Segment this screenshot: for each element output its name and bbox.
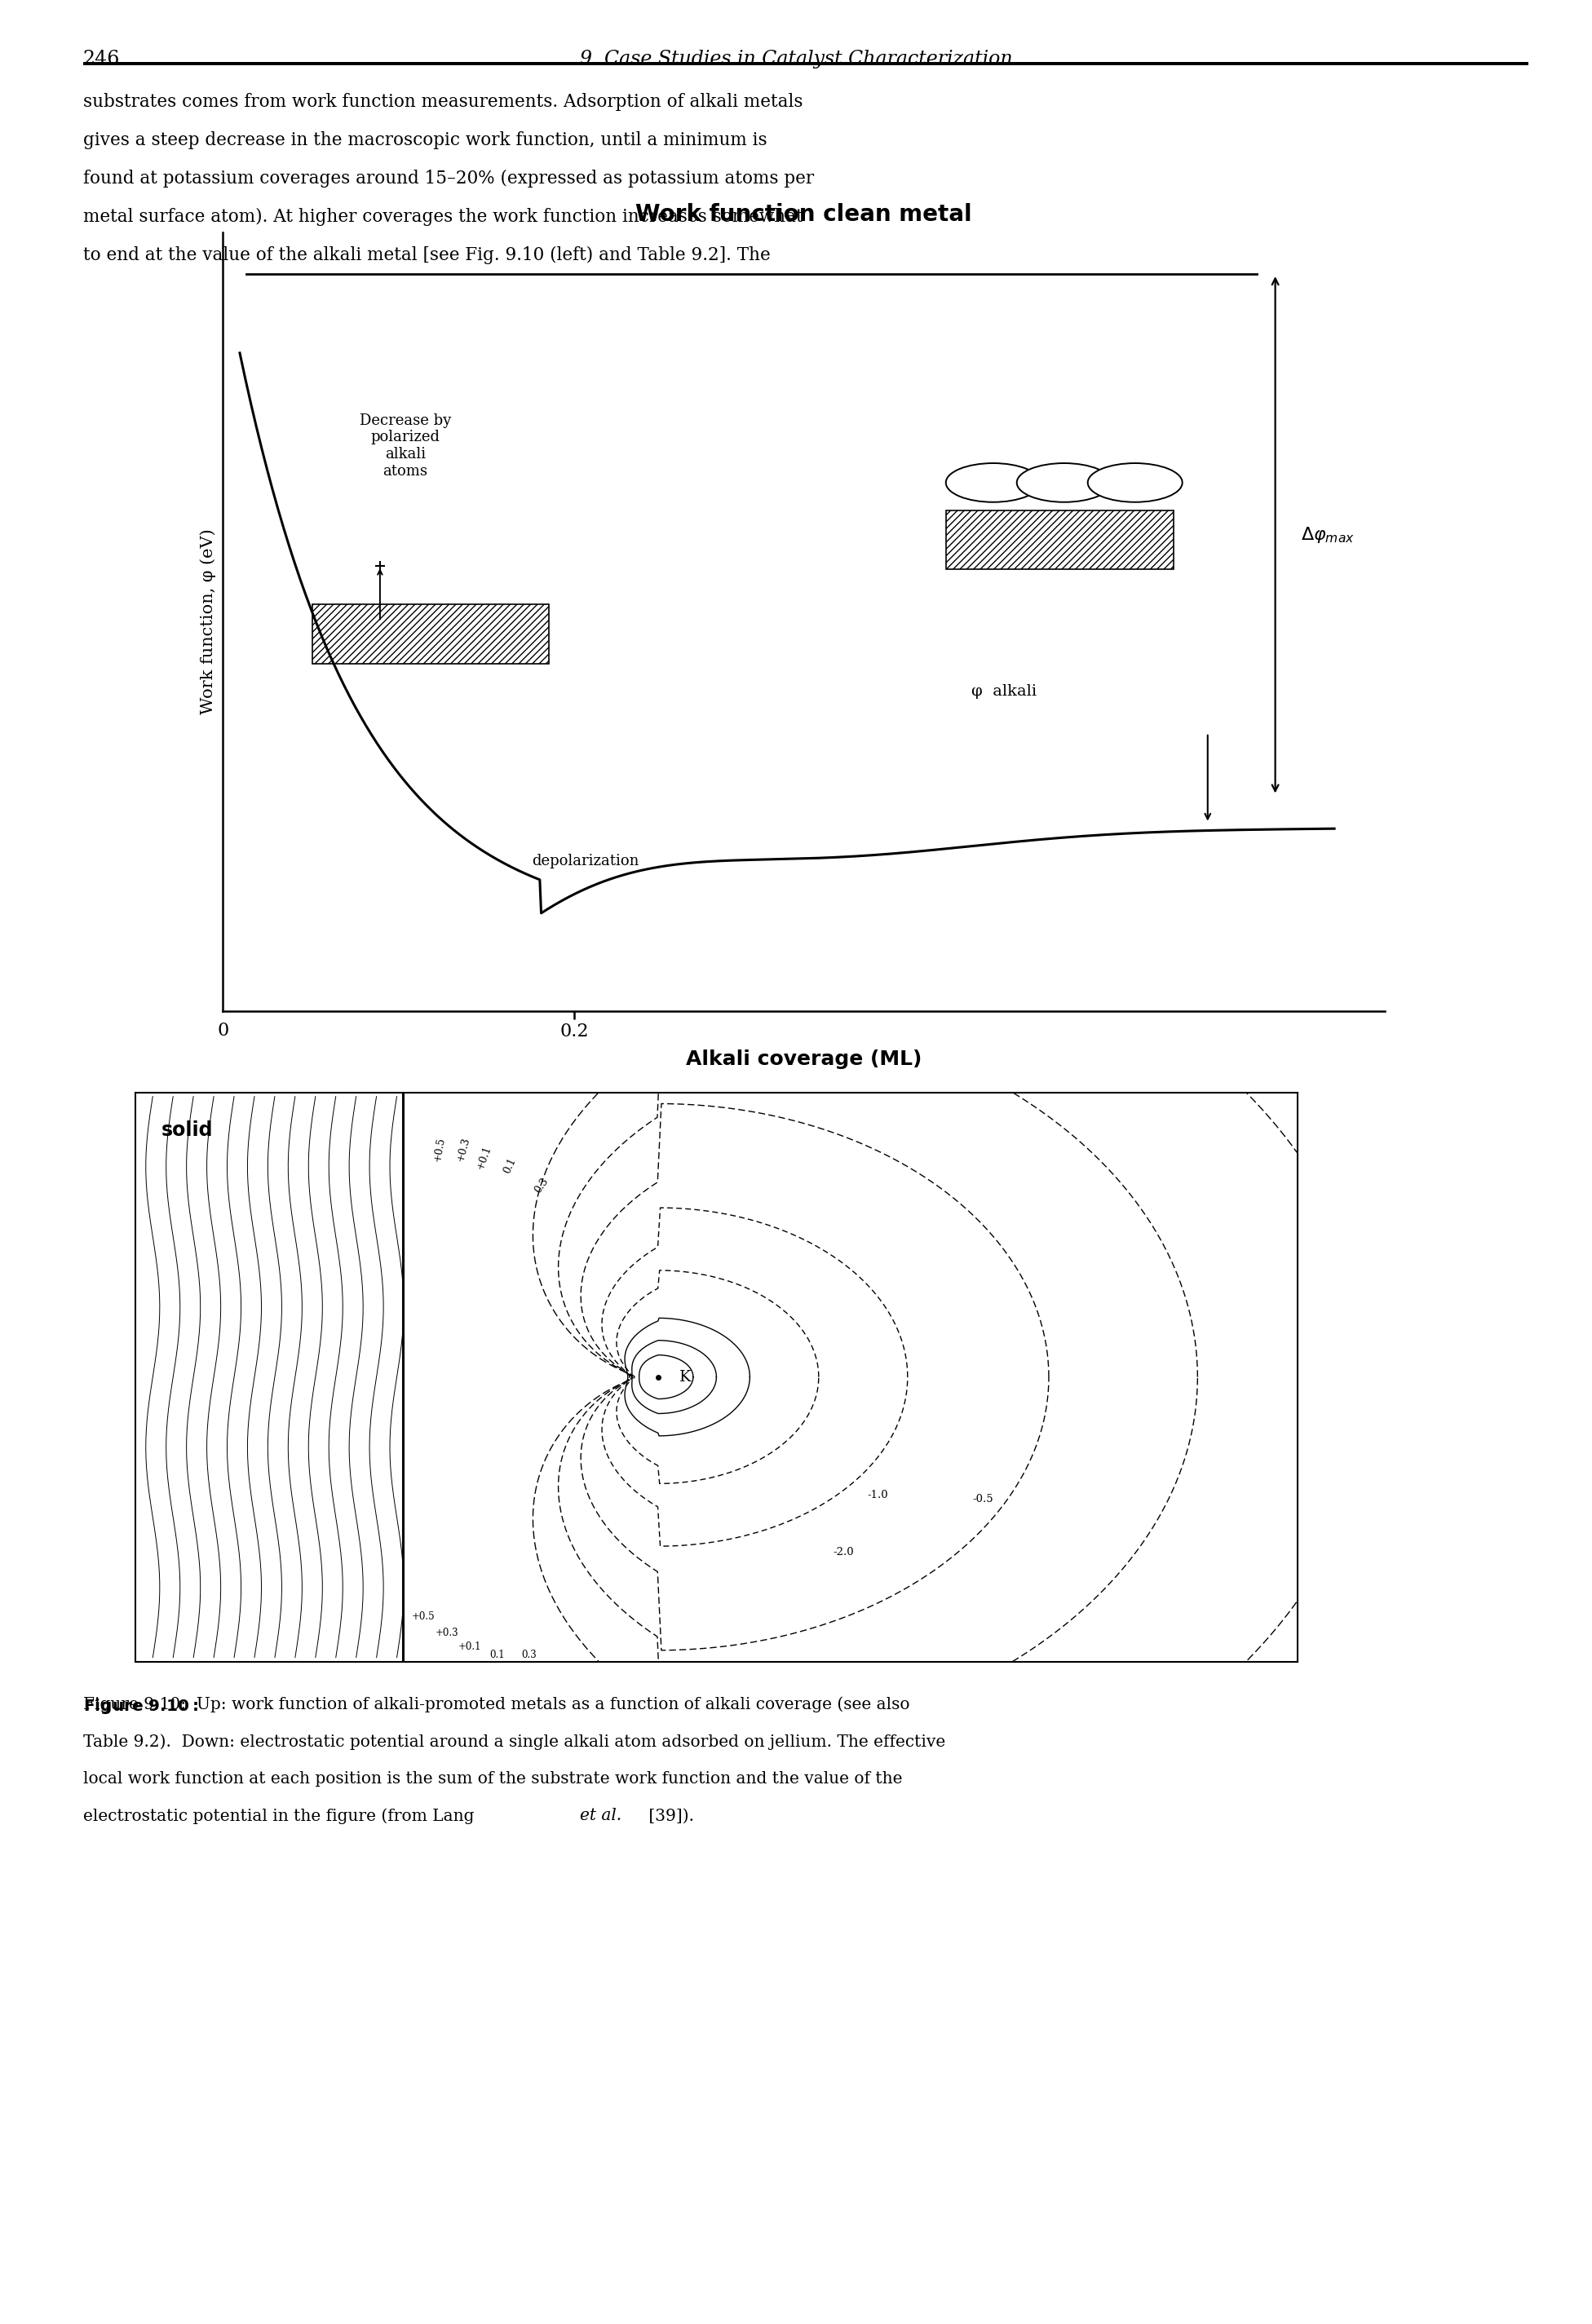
Text: substrates comes from work function measurements. Adsorption of alkali metals: substrates comes from work function meas… [83,93,802,112]
Text: +0.3: +0.3 [435,1627,458,1638]
Text: depolarization: depolarization [532,855,638,869]
Text: local work function at each position is the sum of the substrate work function a: local work function at each position is … [83,1771,903,1787]
Circle shape [946,462,1041,502]
Text: +0.3: +0.3 [455,1136,471,1162]
Text: +0.1: +0.1 [474,1143,494,1171]
Text: Figure 9.10:  Up: work function of alkali-promoted metals as a function of alkal: Figure 9.10: Up: work function of alkali… [83,1697,909,1713]
Text: to end at the value of the alkali metal [see Fig. 9.10 (left) and Table 9.2]. Th: to end at the value of the alkali metal … [83,246,771,265]
X-axis label: Alkali coverage (ML): Alkali coverage (ML) [686,1050,922,1069]
Y-axis label: Work function, φ (eV): Work function, φ (eV) [201,530,217,713]
Text: gives a steep decrease in the macroscopic work function, until a minimum is: gives a steep decrease in the macroscopi… [83,132,767,149]
Circle shape [1087,462,1183,502]
Bar [946,511,1173,569]
Circle shape [1017,462,1111,502]
Text: $\bf{Figure\ 9.10:}$: $\bf{Figure\ 9.10:}$ [83,1697,209,1715]
Text: Decrease by
polarized
alkali
atoms: Decrease by polarized alkali atoms [360,414,451,479]
Text: found at potassium coverages around 15–20% (expressed as potassium atoms per: found at potassium coverages around 15–2… [83,170,814,188]
Text: 0.1: 0.1 [501,1155,517,1176]
Text: $\Delta\varphi_{max}$: $\Delta\varphi_{max}$ [1301,525,1355,544]
Bar [312,604,549,662]
Text: [39]).: [39]). [643,1808,694,1824]
Text: -1.0: -1.0 [868,1490,888,1501]
Text: +0.1: +0.1 [458,1641,482,1652]
Text: -2.0: -2.0 [833,1545,853,1557]
Text: 9  Case Studies in Catalyst Characterization: 9 Case Studies in Catalyst Characterizat… [579,51,1013,70]
Text: +0.5: +0.5 [431,1136,446,1162]
Text: 0.3: 0.3 [521,1650,537,1659]
Text: 0.1: 0.1 [490,1650,505,1659]
Text: et al.: et al. [579,1808,621,1824]
Text: -0.5: -0.5 [973,1494,993,1504]
Text: metal surface atom). At higher coverages the work function increases somewhat: metal surface atom). At higher coverages… [83,209,802,225]
Text: K: K [680,1369,691,1385]
Text: 246: 246 [83,51,119,70]
Text: 0.3: 0.3 [533,1176,551,1195]
Title: Work function clean metal: Work function clean metal [635,202,973,225]
Text: 0: 0 [217,1020,229,1039]
Text: Table 9.2).  Down: electrostatic potential around a single alkali atom adsorbed : Table 9.2). Down: electrostatic potentia… [83,1734,946,1750]
Text: φ  alkali: φ alkali [971,683,1036,700]
Text: electrostatic potential in the figure (from Lang: electrostatic potential in the figure (f… [83,1808,479,1824]
Text: solid: solid [161,1120,213,1141]
Text: +0.5: +0.5 [412,1611,435,1622]
